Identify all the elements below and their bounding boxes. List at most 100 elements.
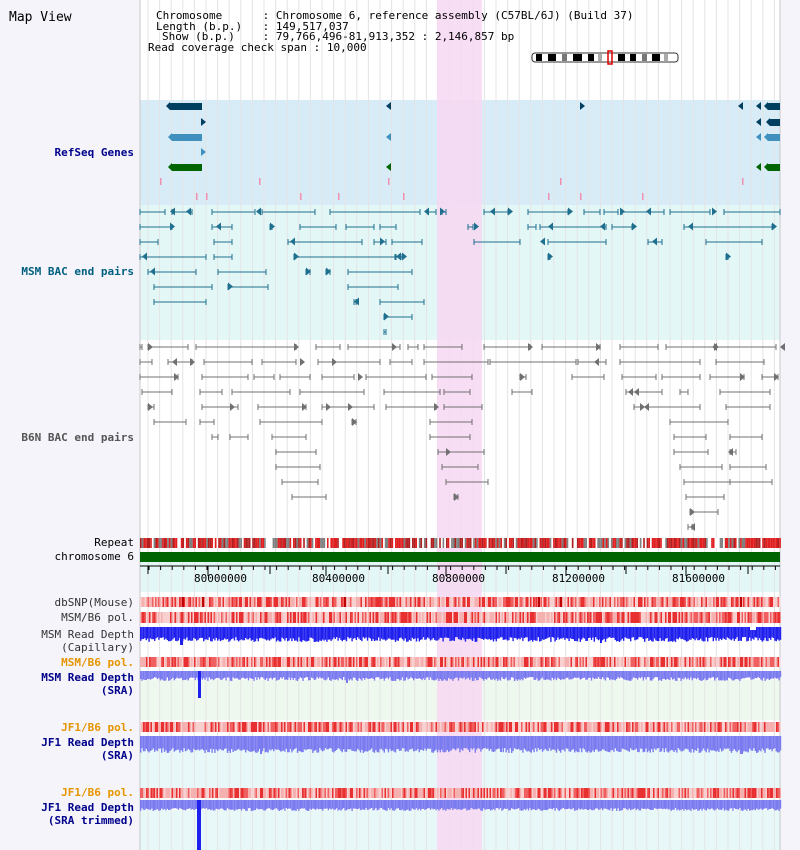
refseq-marker[interactable] bbox=[206, 193, 208, 200]
gene-arrow-left[interactable] bbox=[712, 343, 717, 351]
gene-body[interactable] bbox=[768, 164, 780, 171]
gene-arrow-left[interactable] bbox=[780, 343, 785, 351]
gene-arrow-left[interactable] bbox=[600, 222, 605, 231]
gene-arrow-right[interactable] bbox=[580, 102, 585, 110]
gene-arrow-left[interactable] bbox=[354, 297, 359, 306]
refseq-marker[interactable] bbox=[300, 193, 302, 200]
gene-arrow-right[interactable] bbox=[332, 358, 337, 366]
gene-arrow-right[interactable] bbox=[508, 207, 513, 216]
refseq-marker[interactable] bbox=[259, 178, 261, 185]
gene-arrow-right[interactable] bbox=[690, 508, 695, 516]
refseq-marker[interactable] bbox=[403, 193, 405, 200]
gene-arrow-right[interactable] bbox=[148, 343, 153, 351]
gene-arrow-left[interactable] bbox=[396, 252, 401, 261]
gene-arrow-left[interactable] bbox=[256, 207, 261, 216]
refseq-marker[interactable] bbox=[742, 178, 744, 185]
gene-arrow-right[interactable] bbox=[326, 267, 331, 276]
gene-body[interactable] bbox=[768, 103, 780, 110]
gene-body[interactable] bbox=[172, 164, 202, 171]
refseq-marker[interactable] bbox=[560, 178, 562, 185]
gene-arrow-right[interactable] bbox=[568, 207, 573, 216]
gene-body[interactable] bbox=[172, 134, 202, 141]
gene-arrow-right[interactable] bbox=[632, 222, 637, 231]
gene-arrow-left[interactable] bbox=[540, 237, 545, 246]
gene-arrow-left[interactable] bbox=[766, 118, 770, 126]
gene-arrow-right[interactable] bbox=[712, 207, 717, 216]
gene-arrow-right[interactable] bbox=[300, 358, 305, 366]
gene-arrow-right[interactable] bbox=[228, 282, 233, 291]
gene-arrow-right[interactable] bbox=[270, 222, 275, 231]
gene-arrow-right[interactable] bbox=[440, 207, 445, 216]
gene-arrow-left[interactable] bbox=[216, 222, 221, 231]
gene-arrow-right[interactable] bbox=[640, 403, 645, 411]
gene-body[interactable] bbox=[170, 103, 202, 110]
gene-arrow-right[interactable] bbox=[520, 373, 525, 381]
gene-arrow-left[interactable] bbox=[634, 388, 639, 396]
gene-arrow-left[interactable] bbox=[386, 102, 391, 110]
gene-arrow-left[interactable] bbox=[166, 102, 170, 110]
chromosome-bar[interactable] bbox=[140, 552, 780, 562]
gene-arrow-right[interactable] bbox=[434, 403, 439, 411]
gene-arrow-left[interactable] bbox=[594, 358, 599, 366]
gene-arrow-right[interactable] bbox=[380, 237, 385, 246]
gene-arrow-left[interactable] bbox=[690, 523, 695, 531]
gene-arrow-left[interactable] bbox=[756, 118, 761, 126]
refseq-marker[interactable] bbox=[642, 193, 644, 200]
gene-arrow-right[interactable] bbox=[190, 358, 195, 366]
ideogram-position-marker[interactable] bbox=[607, 50, 613, 65]
gene-arrow-right[interactable] bbox=[170, 222, 175, 231]
gene-body[interactable] bbox=[770, 119, 780, 126]
gene-arrow-left[interactable] bbox=[170, 207, 175, 216]
gene-arrow-left[interactable] bbox=[490, 207, 495, 216]
gene-arrow-right[interactable] bbox=[201, 118, 206, 126]
gene-arrow-right[interactable] bbox=[201, 148, 206, 156]
gene-arrow-left[interactable] bbox=[738, 102, 743, 110]
gene-arrow-right[interactable] bbox=[358, 373, 363, 381]
gene-arrow-left[interactable] bbox=[756, 133, 761, 141]
gene-arrow-left[interactable] bbox=[290, 237, 295, 246]
gene-body[interactable] bbox=[768, 134, 780, 141]
gene-arrow-right[interactable] bbox=[230, 403, 235, 411]
gene-arrow-right[interactable] bbox=[454, 493, 459, 501]
gene-arrow-right[interactable] bbox=[620, 207, 625, 216]
gene-arrow-left[interactable] bbox=[186, 207, 191, 216]
gene-arrow-left[interactable] bbox=[386, 163, 391, 171]
gene-arrow-right[interactable] bbox=[302, 403, 307, 411]
gene-arrow-left[interactable] bbox=[172, 358, 177, 366]
refseq-marker[interactable] bbox=[580, 193, 582, 200]
gene-arrow-left[interactable] bbox=[652, 237, 657, 246]
gene-arrow-right[interactable] bbox=[294, 343, 299, 351]
gene-arrow-right[interactable] bbox=[392, 343, 397, 351]
gene-arrow-left[interactable] bbox=[756, 163, 761, 171]
gene-arrow-left[interactable] bbox=[764, 102, 768, 110]
gene-arrow-left[interactable] bbox=[764, 163, 768, 171]
gene-arrow-right[interactable] bbox=[402, 252, 407, 261]
gene-arrow-right[interactable] bbox=[528, 343, 533, 351]
gene-arrow-right[interactable] bbox=[740, 373, 745, 381]
gene-arrow-left[interactable] bbox=[386, 133, 391, 141]
refseq-marker[interactable] bbox=[196, 193, 198, 200]
gene-arrow-left[interactable] bbox=[728, 448, 733, 456]
gene-arrow-left[interactable] bbox=[168, 163, 172, 171]
gene-arrow-right[interactable] bbox=[596, 343, 601, 351]
gene-arrow-right[interactable] bbox=[294, 252, 299, 261]
refseq-marker[interactable] bbox=[388, 178, 390, 185]
gene-arrow-right[interactable] bbox=[384, 312, 389, 321]
gene-arrow-left[interactable] bbox=[424, 207, 429, 216]
gene-arrow-left[interactable] bbox=[150, 267, 155, 276]
gene-arrow-right[interactable] bbox=[306, 267, 311, 276]
gene-arrow-right[interactable] bbox=[326, 403, 331, 411]
gene-arrow-right[interactable] bbox=[772, 222, 777, 231]
gene-arrow-left[interactable] bbox=[628, 388, 633, 396]
gene-arrow-right[interactable] bbox=[726, 252, 731, 261]
gene-arrow-left[interactable] bbox=[764, 133, 768, 141]
gene-arrow-right[interactable] bbox=[174, 373, 179, 381]
refseq-marker[interactable] bbox=[548, 193, 550, 200]
gene-arrow-right[interactable] bbox=[446, 448, 451, 456]
gene-arrow-left[interactable] bbox=[168, 133, 172, 141]
gene-arrow-right[interactable] bbox=[548, 252, 553, 261]
gene-arrow-right[interactable] bbox=[774, 373, 779, 381]
gene-arrow-left[interactable] bbox=[548, 222, 553, 231]
gene-arrow-left[interactable] bbox=[688, 222, 693, 231]
